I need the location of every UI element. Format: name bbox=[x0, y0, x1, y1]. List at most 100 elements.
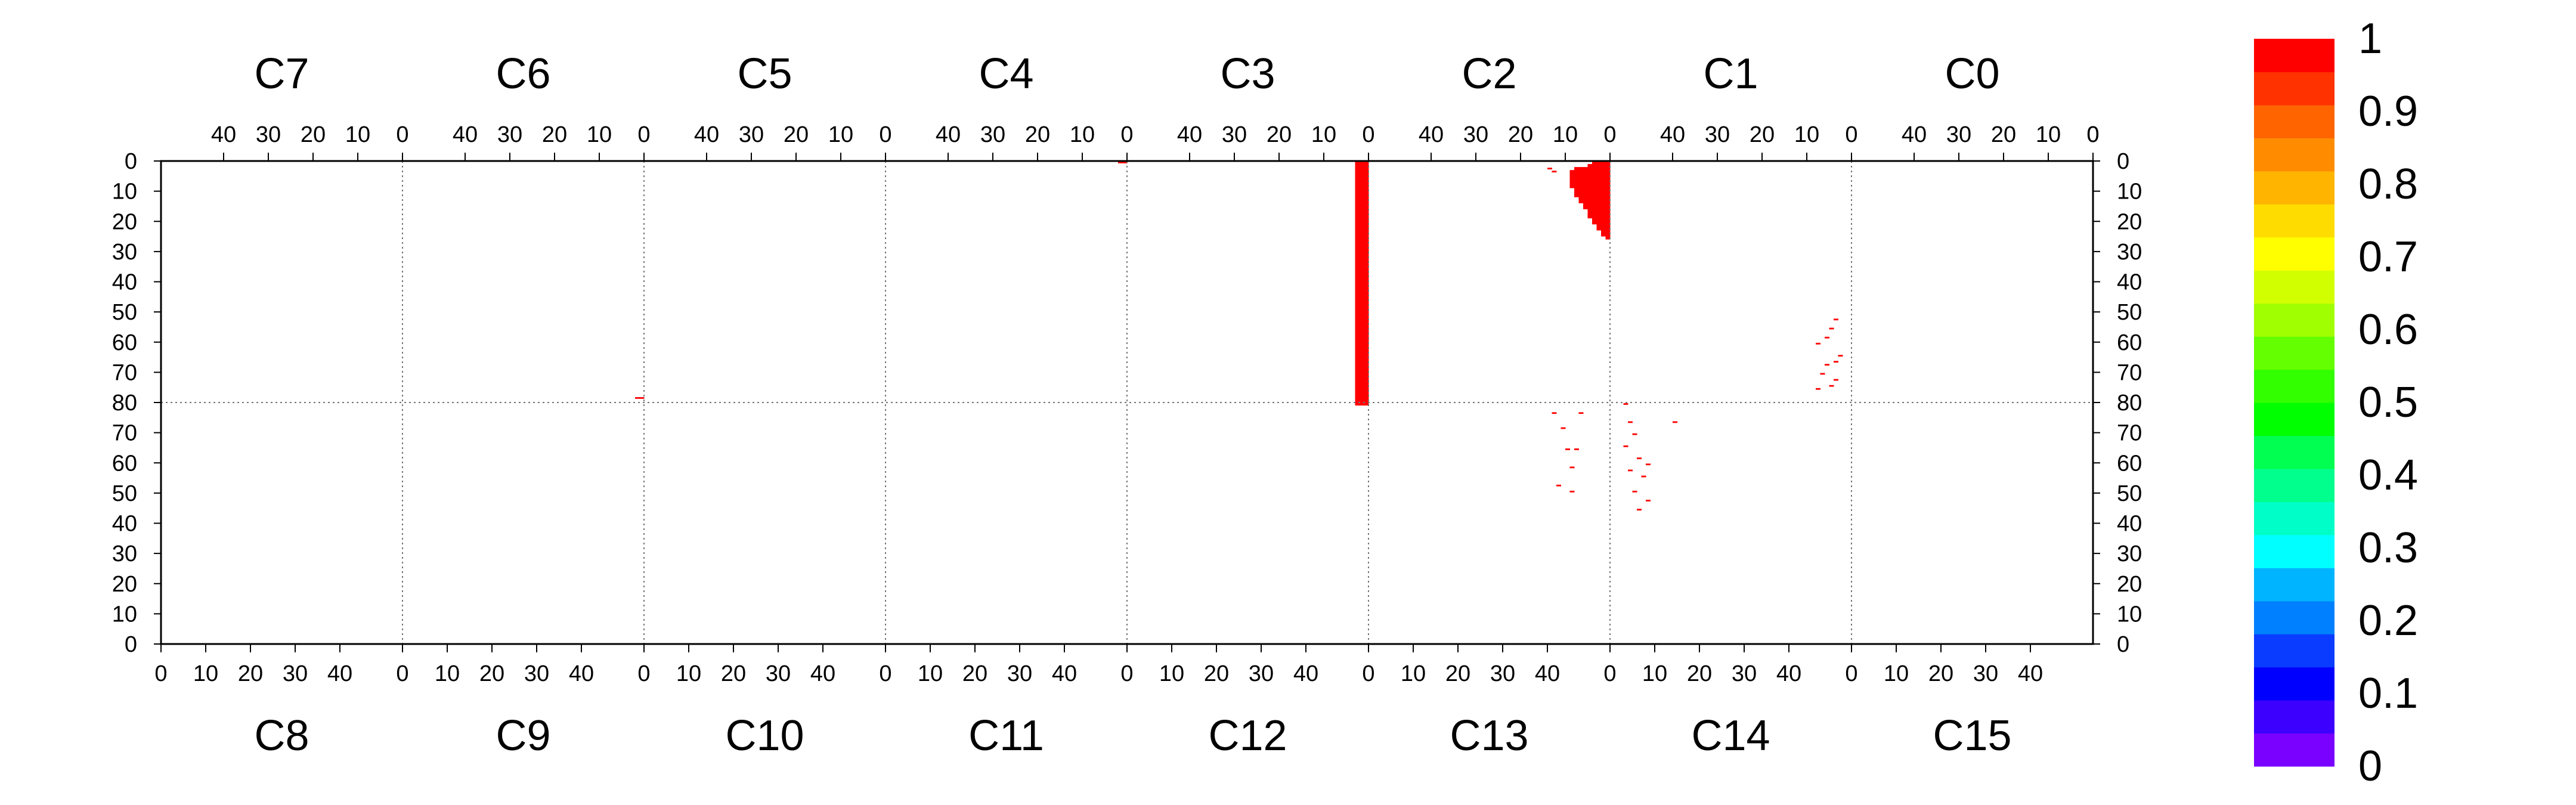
top-x-tick-label: 30 bbox=[739, 122, 764, 147]
heatmap-cell bbox=[1561, 427, 1566, 429]
heatmap-cell bbox=[1605, 161, 1611, 240]
colorbar-segment bbox=[2254, 237, 2334, 271]
right-y-tick-label: 70 bbox=[2117, 360, 2142, 385]
left-y-tick-label: 80 bbox=[112, 391, 137, 416]
bottom-x-tick-label: 40 bbox=[1535, 661, 1560, 686]
bottom-x-tick-label: 20 bbox=[721, 661, 746, 686]
top-x-tick-label: 30 bbox=[980, 122, 1005, 147]
top-x-tick-label: 20 bbox=[1267, 122, 1292, 147]
heatmap-cell bbox=[1816, 388, 1820, 390]
heatmap-cell bbox=[1829, 385, 1834, 387]
left-y-tick-label: 20 bbox=[112, 572, 137, 597]
bottom-x-tick-label: 0 bbox=[1362, 661, 1374, 686]
top-x-tick-label: 40 bbox=[453, 122, 478, 147]
bottom-x-tick-label: 40 bbox=[810, 661, 835, 686]
top-x-tick-label: 40 bbox=[1177, 122, 1202, 147]
right-y-tick-label: 20 bbox=[2117, 572, 2142, 597]
left-y-tick-label: 30 bbox=[112, 240, 137, 265]
heatmap-cell bbox=[1552, 171, 1557, 173]
heatmap-cell bbox=[1601, 161, 1606, 237]
heatmap-cell bbox=[1565, 448, 1570, 450]
top-x-tick-label: 20 bbox=[1508, 122, 1533, 147]
left-y-tick-label: 30 bbox=[112, 541, 137, 566]
heatmap-cell bbox=[1641, 475, 1646, 478]
colorbar-segment bbox=[2254, 39, 2334, 73]
left-y-tick-label: 60 bbox=[112, 330, 137, 355]
top-x-tick-label: 0 bbox=[1362, 122, 1374, 147]
colorbar-segment bbox=[2254, 104, 2334, 138]
bottom-x-tick-label: 20 bbox=[479, 661, 504, 686]
heatmap-cell bbox=[1578, 412, 1584, 414]
colorbar: 1 0.9 0.8 0.7 0.6 0.5 0.4 0.3 0.2 0.1 0 bbox=[2254, 15, 2418, 790]
heatmap-cell bbox=[1632, 490, 1637, 493]
bottom-x-tick-label: 0 bbox=[396, 661, 408, 686]
axis-ticks bbox=[154, 153, 2100, 652]
heatmap-cell bbox=[1623, 445, 1628, 447]
right-y-tick-label: 40 bbox=[2117, 270, 2142, 295]
heatmap-cell bbox=[635, 397, 640, 399]
top-x-tick-label: 30 bbox=[1222, 122, 1247, 147]
heatmap-cell bbox=[1574, 448, 1579, 450]
colorbar-tick-label: 0.5 bbox=[2358, 379, 2418, 426]
colorbar-segment bbox=[2254, 667, 2334, 701]
top-x-tick-label: 10 bbox=[828, 122, 853, 147]
heatmap-cell bbox=[1632, 433, 1637, 435]
bottom-x-tick-label: 30 bbox=[1007, 661, 1032, 686]
top-x-tick-label: 20 bbox=[1991, 122, 2016, 147]
bottom-x-tick-label: 30 bbox=[766, 661, 791, 686]
heatmap-cell bbox=[1834, 361, 1838, 363]
right-y-tick-label: 50 bbox=[2117, 300, 2142, 325]
right-y-tick-label: 10 bbox=[2117, 602, 2142, 627]
top-x-tick-label: 0 bbox=[637, 122, 650, 147]
bottom-x-tick-label: 20 bbox=[962, 661, 987, 686]
left-y-tick-label: 40 bbox=[112, 512, 137, 537]
top-x-tick-label: 0 bbox=[2086, 122, 2099, 147]
heatmap-cell bbox=[1552, 412, 1557, 414]
bottom-x-tick-label: 20 bbox=[238, 661, 263, 686]
bottom-x-tick-label: 0 bbox=[1120, 661, 1133, 686]
colorbar-segment bbox=[2254, 733, 2334, 767]
bottom-x-tick-label: 20 bbox=[1687, 661, 1712, 686]
heatmap-cell bbox=[1816, 342, 1820, 345]
heatmap-cell bbox=[1122, 162, 1128, 163]
colorbar-segment bbox=[2254, 600, 2334, 634]
bottom-x-tick-label: 30 bbox=[283, 661, 308, 686]
heatmap-cell bbox=[1646, 500, 1651, 501]
top-x-tick-label: 30 bbox=[1705, 122, 1730, 147]
colorbar-segment bbox=[2254, 634, 2334, 668]
bottom-x-tick-label: 10 bbox=[676, 661, 701, 686]
left-y-tick-label: 70 bbox=[112, 421, 137, 446]
heatmap-cell bbox=[1834, 318, 1838, 321]
top-x-tick-label: 20 bbox=[301, 122, 326, 147]
colorbar-segment bbox=[2254, 402, 2334, 436]
heatmap-cell bbox=[1547, 168, 1552, 170]
top-chamber-label: C2 bbox=[1462, 50, 1516, 98]
colorbar-tick-label: 0.7 bbox=[2358, 233, 2418, 281]
top-chamber-label: C1 bbox=[1703, 50, 1758, 98]
heatmap-cell bbox=[1673, 421, 1677, 423]
bottom-x-tick-label: 10 bbox=[435, 661, 460, 686]
right-y-tick-label: 0 bbox=[2117, 632, 2129, 657]
heatmap-cell bbox=[1646, 463, 1651, 466]
bottom-x-tick-label: 0 bbox=[154, 661, 167, 686]
right-y-tick-label: 20 bbox=[2117, 209, 2142, 234]
heatmap-cell bbox=[1628, 469, 1633, 472]
colorbar-segment bbox=[2254, 303, 2334, 337]
colorbar-segment bbox=[2254, 369, 2334, 403]
colorbar-segment bbox=[2254, 138, 2334, 172]
heatmap-cell bbox=[1364, 161, 1369, 406]
heatmap-cell bbox=[1592, 161, 1597, 225]
bottom-x-tick-label: 30 bbox=[524, 661, 549, 686]
bottom-chamber-label: C11 bbox=[968, 712, 1044, 760]
right-y-tick-label: 30 bbox=[2117, 240, 2142, 265]
colorbar-tick-label: 0.3 bbox=[2358, 524, 2418, 572]
bottom-x-tick-label: 10 bbox=[193, 661, 218, 686]
bottom-x-tick-label: 10 bbox=[918, 661, 943, 686]
colorbar-segment bbox=[2254, 501, 2334, 535]
colorbar-segment bbox=[2254, 204, 2334, 238]
heatmap-cell bbox=[1637, 509, 1642, 511]
bottom-x-tick-label: 40 bbox=[1052, 661, 1077, 686]
left-y-tick-label: 10 bbox=[112, 179, 137, 205]
heatmap-cell bbox=[1829, 327, 1834, 330]
